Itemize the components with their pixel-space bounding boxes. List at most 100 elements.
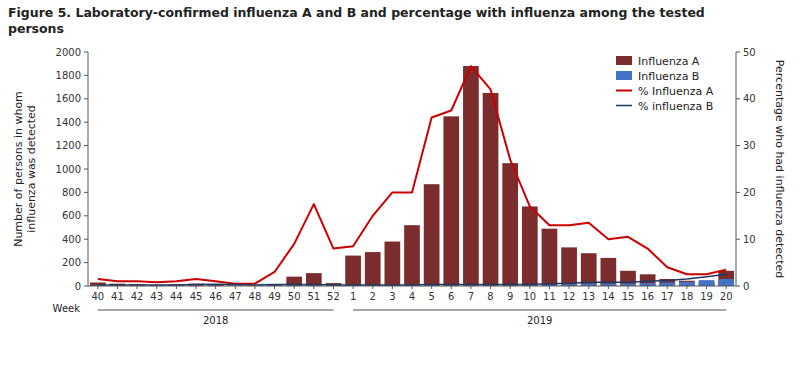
x-tick-label: 1: [350, 291, 356, 302]
legend-swatch: [616, 90, 632, 92]
y2-axis-line: [736, 52, 737, 286]
y2-tick: [736, 192, 740, 193]
x-tick-label: 17: [661, 291, 674, 302]
line: [98, 274, 726, 285]
x-axis-line: [88, 286, 736, 287]
y-tick-label: 200: [62, 257, 81, 268]
y-axis-label: influenza was detected: [25, 105, 38, 233]
x-tick-label: 9: [507, 291, 513, 302]
x-tick-label: 8: [487, 291, 493, 302]
y-tick-label: 1800: [56, 70, 81, 81]
x-tick-label: 16: [641, 291, 654, 302]
bar: [679, 281, 695, 286]
y-tick-label: 2000: [56, 47, 81, 58]
bar: [718, 279, 734, 286]
x-tick-label: 46: [209, 291, 222, 302]
legend-entry: % influenza B: [638, 100, 713, 113]
bar: [522, 206, 538, 286]
legend-swatch: [616, 56, 632, 65]
y2-tick-label: 0: [743, 281, 749, 292]
bar: [679, 282, 695, 286]
y2-axis-label: Percentage who had influenza detected: [773, 60, 786, 278]
y2-tick: [736, 98, 740, 99]
x-tick-label: 6: [448, 291, 454, 302]
y-tick-label: 400: [62, 234, 81, 245]
legend-entry: Influenza A: [638, 55, 700, 68]
y-tick-label: 1200: [56, 140, 81, 151]
chart: Figure 5. Laboratory-confirmed influenza…: [0, 0, 800, 374]
x-tick-label: 13: [582, 291, 595, 302]
y-tick: [84, 286, 88, 287]
bar: [404, 225, 420, 286]
year-label: 2018: [203, 315, 228, 326]
y-tick: [84, 215, 88, 216]
y-tick: [84, 75, 88, 76]
x-tick-label: 3: [389, 291, 395, 302]
bar: [365, 252, 381, 286]
y-tick-label: 800: [62, 187, 81, 198]
y-tick-label: 1000: [56, 164, 81, 175]
y-axis-line: [88, 52, 89, 286]
bar: [502, 163, 518, 286]
bar: [620, 271, 636, 286]
year-bracket: [353, 310, 726, 311]
y-axis-label: Number of persons in whom: [12, 91, 25, 247]
y2-tick-label: 20: [743, 187, 756, 198]
y2-tick: [736, 239, 740, 240]
x-tick-label: 47: [229, 291, 242, 302]
y2-tick: [736, 52, 740, 53]
y-tick-label: 600: [62, 210, 81, 221]
legend: Influenza AInfluenza B% Influenza A% inf…: [616, 55, 714, 113]
y-tick-label: 1600: [56, 93, 81, 104]
bar: [581, 253, 597, 286]
y-tick: [84, 52, 88, 53]
x-tick-label: 11: [543, 291, 556, 302]
legend-entry: % Influenza A: [638, 85, 714, 98]
x-tick-label: 2: [370, 291, 376, 302]
y-tick: [84, 192, 88, 193]
y2-tick-label: 50: [743, 47, 756, 58]
y2-tick: [736, 145, 740, 146]
bar: [542, 229, 558, 286]
x-tick-label: 20: [720, 291, 733, 302]
bar: [443, 116, 459, 286]
x-tick-label: 14: [602, 291, 615, 302]
x-tick-label: 45: [190, 291, 203, 302]
y-tick: [84, 122, 88, 123]
y-tick: [84, 98, 88, 99]
y2-tick-label: 10: [743, 234, 756, 245]
y2-tick-label: 30: [743, 140, 756, 151]
x-tick-label: 43: [150, 291, 163, 302]
y-tick: [84, 239, 88, 240]
bar: [385, 242, 401, 286]
axes: 0 200 400 600 800 1000 1200 1400 1600 1800 2000 0 10…: [56, 47, 756, 303]
title: persons: [8, 21, 64, 36]
bar: [640, 274, 656, 286]
bar: [659, 282, 675, 286]
x-tick-label: 19: [700, 291, 713, 302]
x-tick-label: 49: [268, 291, 281, 302]
x-axis-label: Week: [53, 303, 81, 314]
year-bracket: [98, 310, 334, 311]
x-tick-label: 52: [327, 291, 340, 302]
x-tick-label: 40: [91, 291, 104, 302]
bar: [699, 280, 715, 286]
y2-tick-label: 40: [743, 93, 756, 104]
x-tick-label: 44: [170, 291, 183, 302]
bar: [483, 93, 499, 286]
y-tick: [84, 262, 88, 263]
bar: [561, 247, 577, 286]
plot-area: [90, 66, 734, 286]
x-tick-label: 7: [468, 291, 474, 302]
x-tick-label: 12: [563, 291, 576, 302]
x-tick-label: 15: [622, 291, 635, 302]
bar: [345, 256, 361, 286]
y-tick: [84, 169, 88, 170]
y-tick-label: 0: [75, 281, 81, 292]
x-tick-label: 42: [131, 291, 144, 302]
x-tick-label: 50: [288, 291, 301, 302]
bar: [463, 66, 479, 286]
y2-tick: [736, 286, 740, 287]
legend-swatch: [616, 105, 632, 107]
y-tick-label: 1400: [56, 117, 81, 128]
